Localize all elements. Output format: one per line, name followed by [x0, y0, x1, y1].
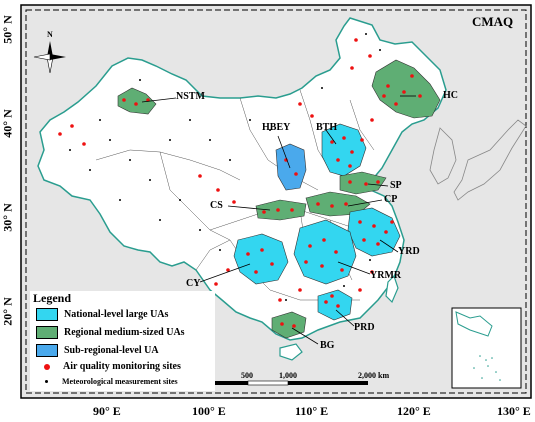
scale-bar	[208, 380, 368, 386]
subregional-swatch-icon	[36, 344, 58, 357]
legend-label-subregional: Sub-regional-level UA	[64, 345, 159, 356]
region-label-nstm: NSTM	[176, 91, 205, 102]
legend-item-national: National-level large UAs	[36, 308, 168, 321]
lon-tick-100: 100° E	[192, 404, 226, 418]
lat-tick-20: 20° N	[0, 297, 15, 326]
ua-cs	[255, 199, 307, 221]
model-label: CMAQ	[472, 14, 514, 29]
lon-tick-90: 90° E	[93, 404, 121, 418]
region-label-hbey: HBEY	[262, 122, 291, 133]
lat-tick-30: 30° N	[0, 203, 15, 232]
ua-hbey	[275, 143, 307, 191]
regional-swatch-icon	[36, 326, 58, 339]
ua-cp	[305, 191, 371, 217]
ua-sp	[339, 171, 387, 195]
region-label-cp: CP	[384, 194, 398, 205]
meteorological-sites	[69, 33, 381, 301]
region-label-cy: CY	[186, 278, 201, 289]
region-label-bth: BTH	[316, 122, 338, 133]
north-arrow-icon	[33, 41, 66, 74]
legend-item-subregional: Sub-regional-level UA	[36, 344, 159, 357]
scale-label-1000: 1,000	[279, 371, 297, 380]
black-dot-icon	[45, 380, 48, 383]
legend-item-met-sites: Meteorological measurement sites	[36, 377, 178, 386]
taiwan-island	[385, 274, 399, 304]
legend-title: Legend	[33, 291, 72, 305]
urban-agglomerations	[117, 59, 441, 339]
ua-bth	[321, 123, 367, 177]
national-swatch-icon	[36, 308, 58, 321]
legend-item-regional: Regional medium-sized UAs	[36, 326, 185, 339]
ua-yrmr	[293, 219, 357, 285]
region-label-cs: CS	[210, 200, 223, 211]
region-label-prd: PRD	[354, 322, 375, 333]
region-label-yrd: YRD	[398, 246, 420, 257]
legend-item-air-sites: Air quality monitoring sites	[36, 361, 181, 372]
lat-tick-40: 40° N	[0, 109, 15, 138]
air-quality-sites	[58, 38, 422, 328]
legend-label-air-sites: Air quality monitoring sites	[63, 361, 181, 372]
legend-label-national: National-level large UAs	[64, 309, 169, 320]
scale-label-500: 500	[241, 371, 253, 380]
ua-prd	[317, 289, 353, 321]
scale-label-2000: 2,000 km	[358, 371, 390, 380]
lon-tick-110: 110° E	[295, 404, 329, 418]
lon-tick-130: 130° E	[497, 404, 531, 418]
lat-tick-50: 50° N	[0, 15, 15, 44]
region-label-bg: BG	[320, 340, 335, 351]
legend: Legend National-level large UAs Regional…	[30, 291, 215, 391]
legend-label-met-sites: Meteorological measurement sites	[62, 377, 178, 386]
hainan-island	[279, 343, 303, 361]
red-dot-icon	[44, 363, 50, 370]
region-label-yrmr: YRMR	[370, 270, 402, 281]
ua-cy	[233, 233, 289, 285]
label-leader-lines	[141, 95, 416, 345]
ua-nstm	[117, 87, 157, 115]
north-label: N	[47, 30, 53, 39]
inset-coastline	[455, 311, 493, 337]
region-label-hc: HC	[443, 90, 458, 101]
korea-outline	[429, 127, 457, 185]
inset-islands	[473, 355, 501, 381]
region-label-sp: SP	[390, 180, 402, 191]
legend-label-regional: Regional medium-sized UAs	[64, 327, 185, 338]
ua-hc	[371, 59, 441, 119]
japan-outline	[453, 119, 527, 201]
lon-tick-120: 120° E	[397, 404, 431, 418]
